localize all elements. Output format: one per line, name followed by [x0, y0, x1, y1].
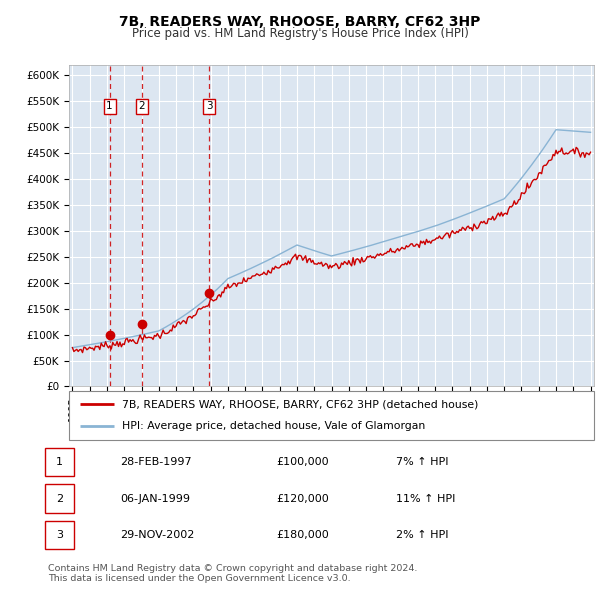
FancyBboxPatch shape — [69, 391, 594, 440]
Text: 28-FEB-1997: 28-FEB-1997 — [120, 457, 191, 467]
Text: 7B, READERS WAY, RHOOSE, BARRY, CF62 3HP: 7B, READERS WAY, RHOOSE, BARRY, CF62 3HP — [119, 15, 481, 29]
Text: 7B, READERS WAY, RHOOSE, BARRY, CF62 3HP (detached house): 7B, READERS WAY, RHOOSE, BARRY, CF62 3HP… — [121, 399, 478, 409]
Text: 2% ↑ HPI: 2% ↑ HPI — [396, 530, 449, 540]
Text: 29-NOV-2002: 29-NOV-2002 — [120, 530, 194, 540]
Text: £180,000: £180,000 — [276, 530, 329, 540]
Text: £120,000: £120,000 — [276, 494, 329, 503]
Text: 06-JAN-1999: 06-JAN-1999 — [120, 494, 190, 503]
Text: 3: 3 — [56, 530, 63, 540]
Text: Contains HM Land Registry data © Crown copyright and database right 2024.
This d: Contains HM Land Registry data © Crown c… — [48, 563, 418, 583]
Text: 2: 2 — [139, 101, 145, 112]
Text: 11% ↑ HPI: 11% ↑ HPI — [396, 494, 455, 503]
Text: £100,000: £100,000 — [276, 457, 329, 467]
Text: 3: 3 — [206, 101, 212, 112]
Text: 2: 2 — [56, 494, 63, 503]
Text: HPI: Average price, detached house, Vale of Glamorgan: HPI: Average price, detached house, Vale… — [121, 421, 425, 431]
Text: 7% ↑ HPI: 7% ↑ HPI — [396, 457, 449, 467]
Text: Price paid vs. HM Land Registry's House Price Index (HPI): Price paid vs. HM Land Registry's House … — [131, 27, 469, 40]
Text: 1: 1 — [56, 457, 63, 467]
Text: 1: 1 — [106, 101, 113, 112]
